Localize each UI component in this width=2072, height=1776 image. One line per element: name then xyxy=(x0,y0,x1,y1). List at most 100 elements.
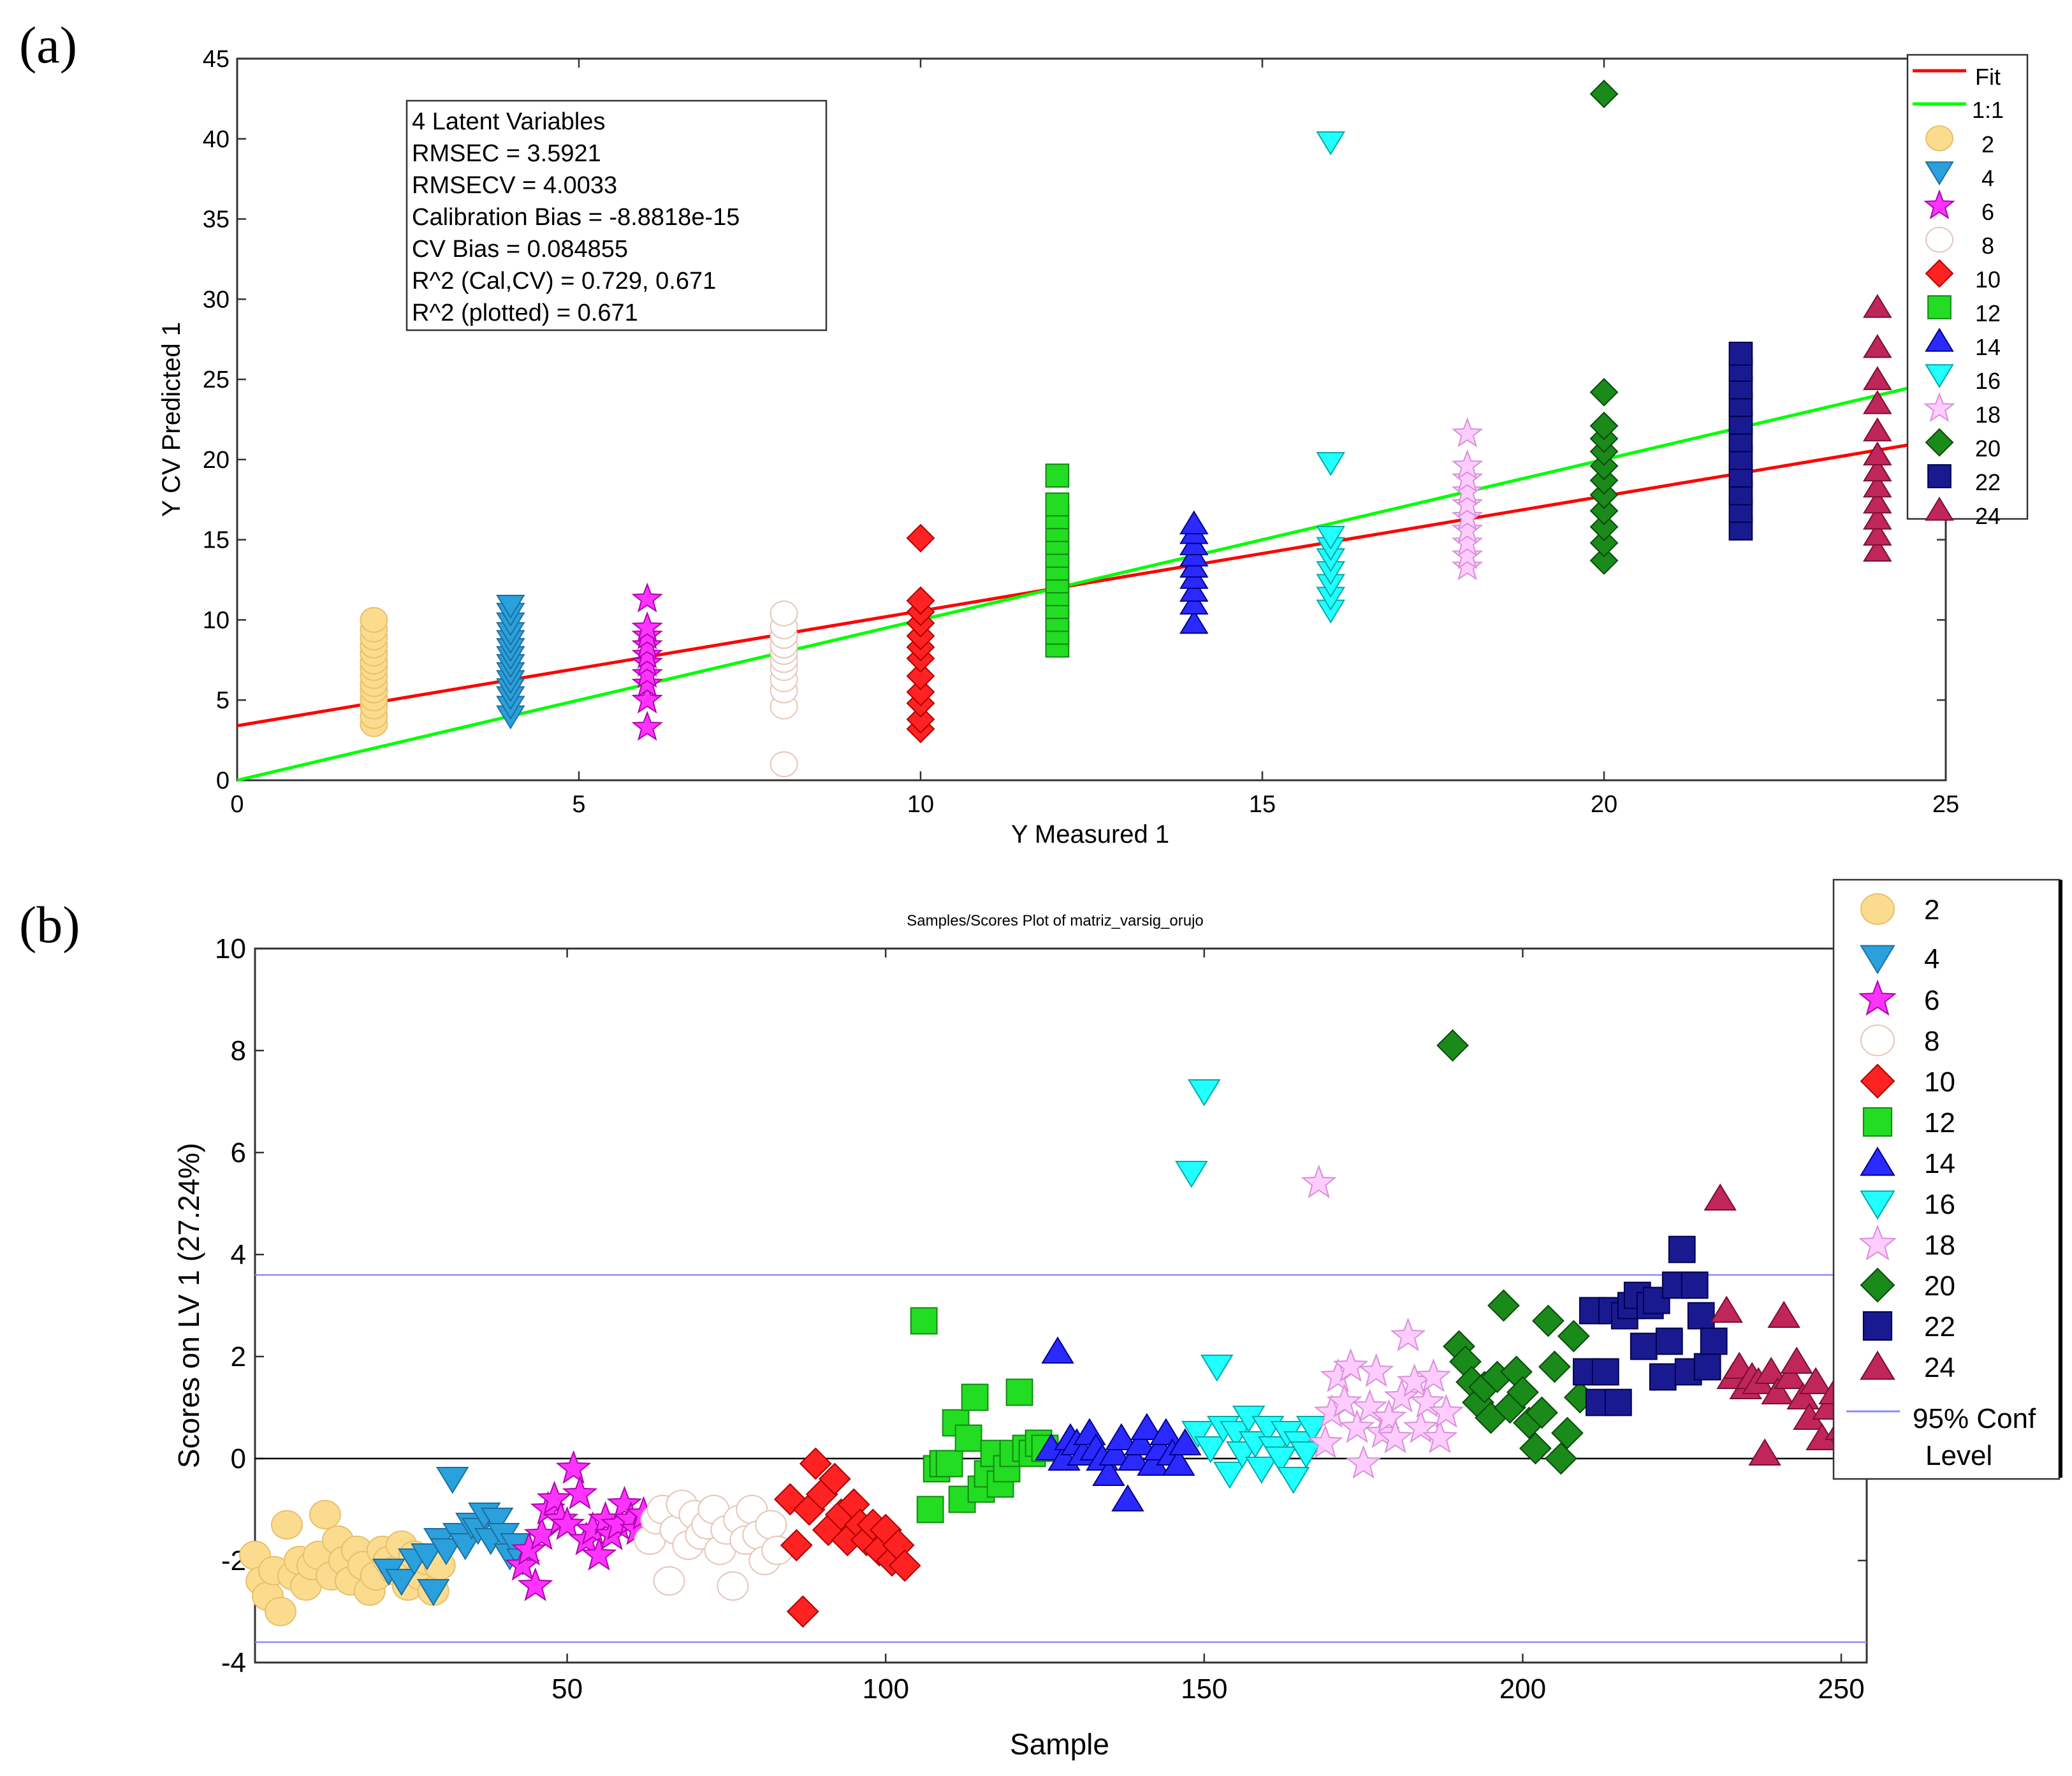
b-point-22 xyxy=(1642,1286,1670,1314)
a-line-one-to-one xyxy=(237,377,1946,782)
b-point-10 xyxy=(780,1529,813,1562)
b-point-24 xyxy=(1786,1382,1820,1409)
panel-b-legend: 2 4 6 8 10 12 14 16 18 20 22 24 95% Conf… xyxy=(1832,878,2062,1480)
legend-b-label-4: 4 xyxy=(1924,943,1939,975)
a-point-4 xyxy=(496,595,525,619)
a-y-tick-label: 5 xyxy=(216,687,230,714)
legend-b-mark-10 xyxy=(1860,1063,1895,1099)
a-point-10 xyxy=(906,523,935,553)
a-point-22 xyxy=(1728,342,1753,366)
b-point-18 xyxy=(1345,1445,1382,1479)
legend-b-mark-16 xyxy=(1860,1190,1895,1220)
b-point-16 xyxy=(1194,1436,1227,1464)
b-point-24 xyxy=(1748,1438,1781,1466)
a-point-18 xyxy=(1451,539,1484,569)
a-point-18 xyxy=(1451,462,1484,493)
legend-b-label-conf: 95% Conf Level xyxy=(1913,1403,2036,1471)
a-point-24 xyxy=(1863,506,1892,530)
legend-b-label-16: 16 xyxy=(1924,1189,1955,1220)
a-point-12 xyxy=(1045,492,1070,517)
legend-a-mark-22 xyxy=(1927,464,1952,488)
panel-label-b: (b) xyxy=(19,896,80,954)
b-point-4 xyxy=(448,1533,482,1561)
stats-latent-variables: 4 Latent Variables xyxy=(412,108,606,135)
a-y-tick-label: 15 xyxy=(203,527,230,554)
b-point-20 xyxy=(1544,1442,1577,1475)
b-point-14 xyxy=(1098,1438,1132,1466)
legend-b-mark-8 xyxy=(1860,1024,1895,1056)
b-point-14 xyxy=(1124,1428,1157,1455)
b-point-10 xyxy=(799,1447,832,1480)
a-point-24 xyxy=(1863,441,1892,466)
b-point-16 xyxy=(1175,1161,1208,1188)
b-point-22 xyxy=(1700,1327,1728,1355)
a-y-tick-label: 40 xyxy=(203,126,230,153)
a-y-tick-label: 10 xyxy=(203,607,230,634)
panel-a: 0 5 10 15 20 25 0 5 10 15 20 25 30 35 40 45 Y Measured … xyxy=(157,46,2029,848)
b-point-12 xyxy=(916,1496,944,1524)
legend-b-label-2: 2 xyxy=(1924,894,1939,926)
b-x-tick-label: 100 xyxy=(863,1673,909,1705)
a-y-tick-label: 20 xyxy=(203,447,230,474)
stats-calibration-bias: Calibration Bias = -8.8818e-15 xyxy=(412,204,740,231)
legend-b-conf-line1: 95% Conf xyxy=(1913,1403,2036,1434)
a-point-24 xyxy=(1863,457,1892,482)
a-point-6 xyxy=(631,711,663,741)
a-x-tick-label: 25 xyxy=(1932,791,1959,818)
a-y-tick-label: 0 xyxy=(216,768,230,794)
b-point-10 xyxy=(786,1595,819,1628)
a-point-24 xyxy=(1863,537,1892,562)
panel-label-a: (a) xyxy=(19,16,77,74)
stats-rmsecv: RMSECV = 4.0033 xyxy=(412,172,617,199)
b-point-4 xyxy=(429,1538,463,1566)
b-point-18 xyxy=(1332,1348,1369,1382)
b-point-12 xyxy=(954,1424,982,1452)
b-point-6 xyxy=(606,1485,643,1520)
legend-a-mark-18 xyxy=(1923,392,1955,423)
a-point-20 xyxy=(1589,466,1619,495)
b-point-14 xyxy=(1149,1418,1183,1445)
b-point-4 xyxy=(411,1543,444,1571)
a-point-10 xyxy=(906,678,935,707)
b-point-14 xyxy=(1041,1336,1074,1364)
legend-b-mark-4 xyxy=(1860,945,1895,975)
panel-b-y-axis-label: Scores on LV 1 (27.24%) xyxy=(172,1143,205,1469)
b-point-8 xyxy=(717,1571,749,1601)
legend-a-mark-10 xyxy=(1925,259,1954,288)
legend-a-label-22: 22 xyxy=(1975,469,2001,495)
a-point-18 xyxy=(1451,550,1484,581)
b-point-18 xyxy=(1339,1409,1375,1443)
b-point-14 xyxy=(1169,1428,1202,1455)
a-point-14 xyxy=(1179,590,1209,615)
b-point-18 xyxy=(1415,1358,1452,1392)
b-point-12 xyxy=(1005,1378,1033,1406)
b-point-24 xyxy=(1774,1362,1807,1389)
a-x-tick-label: 0 xyxy=(230,791,244,818)
a-point-6 xyxy=(631,658,663,688)
a-point-6 xyxy=(631,667,663,698)
a-point-20 xyxy=(1589,79,1619,108)
a-point-8 xyxy=(770,600,798,627)
b-point-6 xyxy=(562,1475,598,1510)
a-point-16 xyxy=(1316,452,1345,476)
legend-a-label-10: 10 xyxy=(1975,266,2001,293)
stats-r2-plotted: R^2 (plotted) = 0.671 xyxy=(412,300,638,326)
b-point-18 xyxy=(1377,1419,1413,1453)
b-point-20 xyxy=(1519,1432,1552,1465)
panel-a-y-axis-label: Y CV Predicted 1 xyxy=(157,322,186,517)
a-x-tick-label: 10 xyxy=(907,791,934,818)
legend-a-mark-14 xyxy=(1925,328,1954,352)
b-point-18 xyxy=(1390,1317,1426,1351)
a-point-20 xyxy=(1589,496,1619,525)
b-point-16 xyxy=(1264,1446,1297,1474)
legend-a-label-12: 12 xyxy=(1975,300,2001,326)
legend-b-label-18: 18 xyxy=(1924,1230,1955,1261)
b-point-14 xyxy=(1162,1448,1195,1476)
a-x-tick-label: 15 xyxy=(1249,791,1276,818)
legend-b-mark-6 xyxy=(1858,979,1897,1016)
b-point-22 xyxy=(1655,1327,1683,1355)
b-point-24 xyxy=(1767,1300,1800,1328)
stats-rmsec: RMSEC = 3.5921 xyxy=(412,140,601,167)
a-point-14 xyxy=(1179,510,1209,535)
